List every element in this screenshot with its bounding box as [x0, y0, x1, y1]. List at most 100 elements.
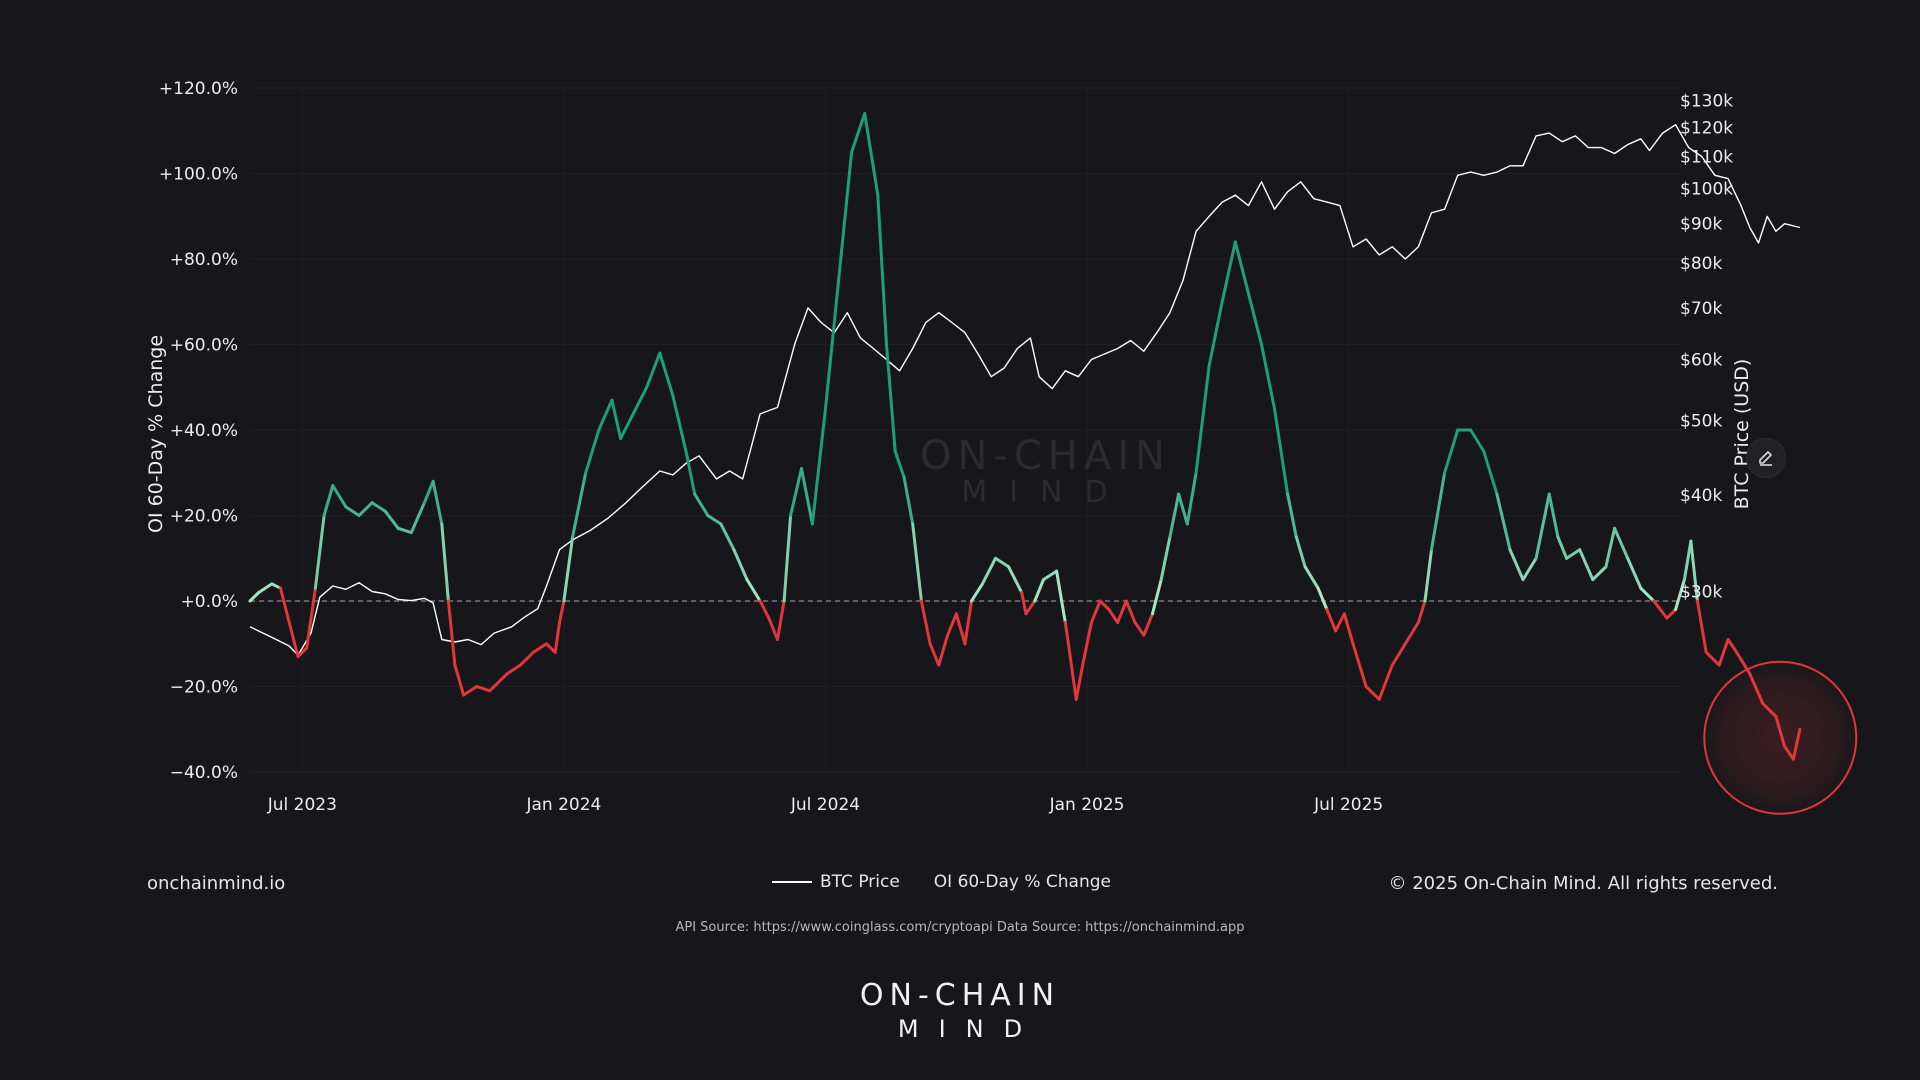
- oi-segment: [1578, 548, 1595, 582]
- oi-segment: [279, 586, 291, 624]
- oi-segment: [1377, 663, 1394, 701]
- oi-segment: [1469, 428, 1486, 453]
- left-tick-label: +0.0%: [181, 592, 238, 612]
- oi-segment: [1565, 548, 1582, 560]
- oi-segment: [671, 394, 688, 453]
- right-axis-title: BTC Price (USD): [1731, 359, 1753, 510]
- oi-segment: [954, 612, 967, 646]
- oi-segment: [383, 509, 400, 530]
- oi-segment: [488, 672, 509, 693]
- oi-segment: [1613, 526, 1630, 560]
- oi-segment: [1033, 578, 1045, 603]
- edit-button[interactable]: [1746, 438, 1786, 478]
- oi-segment: [1024, 599, 1037, 616]
- x-tick-label: Jul 2024: [790, 795, 860, 815]
- oi-segment: [396, 526, 413, 535]
- left-tick-label: +60.0%: [170, 336, 238, 356]
- oi-segment: [970, 582, 984, 603]
- oi-segment: [1098, 599, 1111, 611]
- left-tick-label: −40.0%: [170, 763, 238, 783]
- oi-segment: [1430, 471, 1447, 552]
- oi-segment: [1159, 535, 1172, 582]
- oi-segment: [732, 548, 749, 582]
- x-tick-label: Jul 2023: [267, 795, 337, 815]
- oi-segment: [1695, 599, 1708, 654]
- oi-segment: [440, 522, 450, 603]
- oi-segment: [1791, 727, 1802, 761]
- watermark-top: ON-CHAIN: [920, 433, 1171, 479]
- left-tick-label: +100.0%: [159, 165, 238, 185]
- right-tick-label: $70k: [1680, 299, 1722, 319]
- oi-segment: [453, 663, 466, 697]
- oi-segment: [553, 620, 561, 654]
- oi-segment: [863, 112, 880, 197]
- oi-segment: [370, 501, 387, 513]
- legend-item-btc[interactable]: BTC Price: [772, 872, 900, 892]
- oi-segment: [1726, 638, 1739, 654]
- oi-segment: [1207, 300, 1224, 368]
- oi-segment: [475, 685, 492, 693]
- left-tick-label: −20.0%: [170, 678, 238, 698]
- oi-segment: [270, 582, 282, 590]
- oi-segment: [911, 522, 923, 603]
- right-tick-label: $130k: [1680, 92, 1733, 112]
- oi-segment: [305, 586, 317, 650]
- oi-segment: [1604, 526, 1617, 569]
- watermark: ON-CHAIN MIND: [920, 435, 1171, 509]
- oi-segment: [1682, 539, 1693, 582]
- oi-segment: [1717, 638, 1730, 667]
- oi-segment: [431, 479, 444, 526]
- oi-segment: [1534, 492, 1551, 560]
- site-url[interactable]: onchainmind.io: [147, 873, 286, 894]
- oi-segment: [645, 351, 662, 389]
- right-tick-label: $30k: [1680, 583, 1722, 603]
- oi-segment: [248, 591, 261, 603]
- oi-segment: [1591, 565, 1608, 582]
- oi-segment: [719, 522, 736, 552]
- oi-segment: [876, 193, 888, 346]
- oi-segment: [610, 398, 623, 441]
- oi-segment: [1042, 569, 1059, 582]
- api-source: API Source: https://www.coinglass.com/cr…: [675, 920, 1245, 935]
- oi-segment: [619, 411, 636, 441]
- oi-segment: [1133, 620, 1146, 637]
- x-tick-label: Jan 2025: [1049, 795, 1125, 815]
- oi-segment: [885, 343, 897, 453]
- oi-segment: [789, 467, 803, 517]
- left-tick-label: +40.0%: [170, 421, 238, 441]
- right-tick-label: $40k: [1680, 486, 1722, 506]
- highlight-ring: [1703, 660, 1858, 815]
- oi-segment: [322, 484, 335, 517]
- oi-segment: [980, 556, 997, 586]
- oi-segment: [893, 449, 906, 479]
- legend-item-oi[interactable]: OI 60-Day % Change: [934, 872, 1111, 892]
- oi-segment: [810, 407, 827, 526]
- oi-segment: [1325, 608, 1338, 633]
- oi-segment: [1665, 608, 1678, 620]
- right-tick-label: $120k: [1680, 118, 1733, 138]
- oi-segment: [1286, 492, 1298, 539]
- oi-segment: [800, 467, 814, 526]
- oi-segment: [1639, 586, 1656, 603]
- oi-segment: [1007, 565, 1024, 594]
- oi-segment: [1423, 548, 1433, 603]
- oi-segment: [684, 449, 697, 496]
- oi-segment: [357, 501, 374, 517]
- oi-segment: [902, 475, 915, 526]
- logo: ON-CHAIN MIND: [0, 978, 1920, 1043]
- oi-segment: [1334, 612, 1346, 633]
- legend-label-btc: BTC Price: [820, 872, 900, 892]
- oi-segment: [1116, 599, 1128, 624]
- oi-segment: [1704, 650, 1721, 667]
- x-tick-label: Jan 2024: [525, 795, 601, 815]
- grid: [250, 87, 1680, 773]
- oi-segment: [1521, 556, 1538, 582]
- oi-segment: [1735, 650, 1752, 676]
- highlight-circle: [1703, 660, 1858, 815]
- oi-segment: [1294, 535, 1307, 569]
- legend-label-oi: OI 60-Day % Change: [933, 872, 1111, 892]
- oi-segment: [296, 646, 309, 659]
- oi-segment: [919, 599, 932, 646]
- oi-segment: [1416, 599, 1427, 624]
